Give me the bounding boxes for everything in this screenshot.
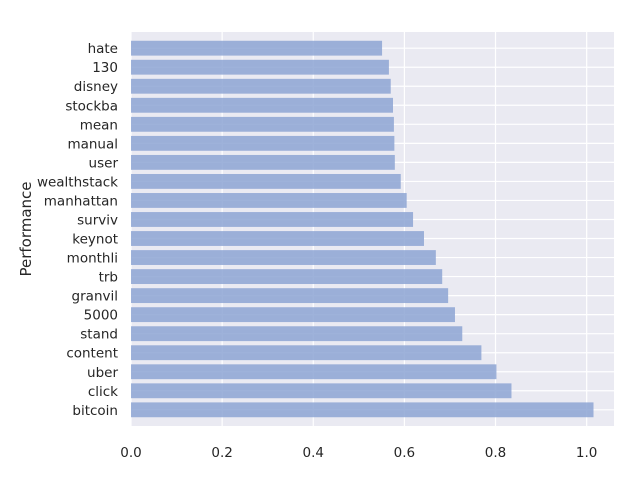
- bar-mean: [131, 116, 394, 132]
- x-tick-label: 0.0: [120, 445, 141, 461]
- y-tick-label: manhattan: [44, 193, 118, 209]
- bar-bitcoin: [131, 402, 594, 418]
- bar-manual: [131, 135, 395, 151]
- y-tick-label: 130: [92, 60, 118, 76]
- bar-user: [131, 154, 395, 170]
- bars: [131, 40, 594, 418]
- y-tick-label: hate: [88, 41, 118, 57]
- y-tick-label: manual: [67, 136, 118, 152]
- bar-keynot: [131, 231, 424, 246]
- bar-manhattan: [131, 193, 407, 208]
- x-axis-ticks: 0.0 0.2 0.4 0.6 0.8 1.0: [120, 445, 597, 461]
- y-tick-label: user: [89, 155, 119, 171]
- y-axis-label: Performance: [17, 181, 35, 276]
- bar-uber: [131, 364, 497, 380]
- y-tick-label: trb: [99, 270, 118, 286]
- y-tick-label: bitcoin: [72, 403, 118, 419]
- y-tick-label: surviv: [77, 212, 118, 228]
- y-tick-label: disney: [74, 79, 118, 95]
- y-tick-label: wealthstack: [37, 174, 118, 190]
- y-tick-label: click: [88, 384, 118, 400]
- bar-click: [131, 383, 512, 399]
- bar-content: [131, 345, 482, 361]
- bar-130: [131, 59, 389, 75]
- bar-trb: [131, 269, 443, 285]
- plot-area: [131, 32, 614, 426]
- x-tick-label: 1.0: [576, 445, 597, 461]
- bar-disney: [131, 78, 391, 94]
- y-tick-label: content: [66, 346, 118, 362]
- bar-wealthstack: [131, 173, 401, 189]
- x-tick-label: 0.2: [211, 445, 232, 461]
- y-tick-label: monthli: [67, 251, 118, 267]
- bar-surviv: [131, 212, 414, 227]
- y-tick-label: keynot: [72, 232, 118, 248]
- y-tick-label: stand: [80, 327, 118, 343]
- bar-monthli: [131, 250, 436, 265]
- x-tick-label: 0.4: [303, 445, 324, 461]
- bar-granvil: [131, 288, 449, 304]
- y-tick-label: granvil: [72, 289, 118, 305]
- y-tick-label: mean: [80, 117, 118, 133]
- bar-stockba: [131, 97, 394, 113]
- y-axis-ticks: bitcoin click uber content stand 5000 granvil t…: [37, 41, 119, 419]
- bar-hate: [131, 40, 383, 56]
- x-tick-label: 0.6: [394, 445, 415, 461]
- x-tick-label: 0.8: [485, 445, 506, 461]
- y-tick-label: uber: [87, 365, 118, 381]
- y-tick-label: stockba: [65, 98, 118, 114]
- bar-stand: [131, 326, 463, 342]
- y-tick-label: 5000: [84, 308, 118, 324]
- bar-5000: [131, 307, 455, 323]
